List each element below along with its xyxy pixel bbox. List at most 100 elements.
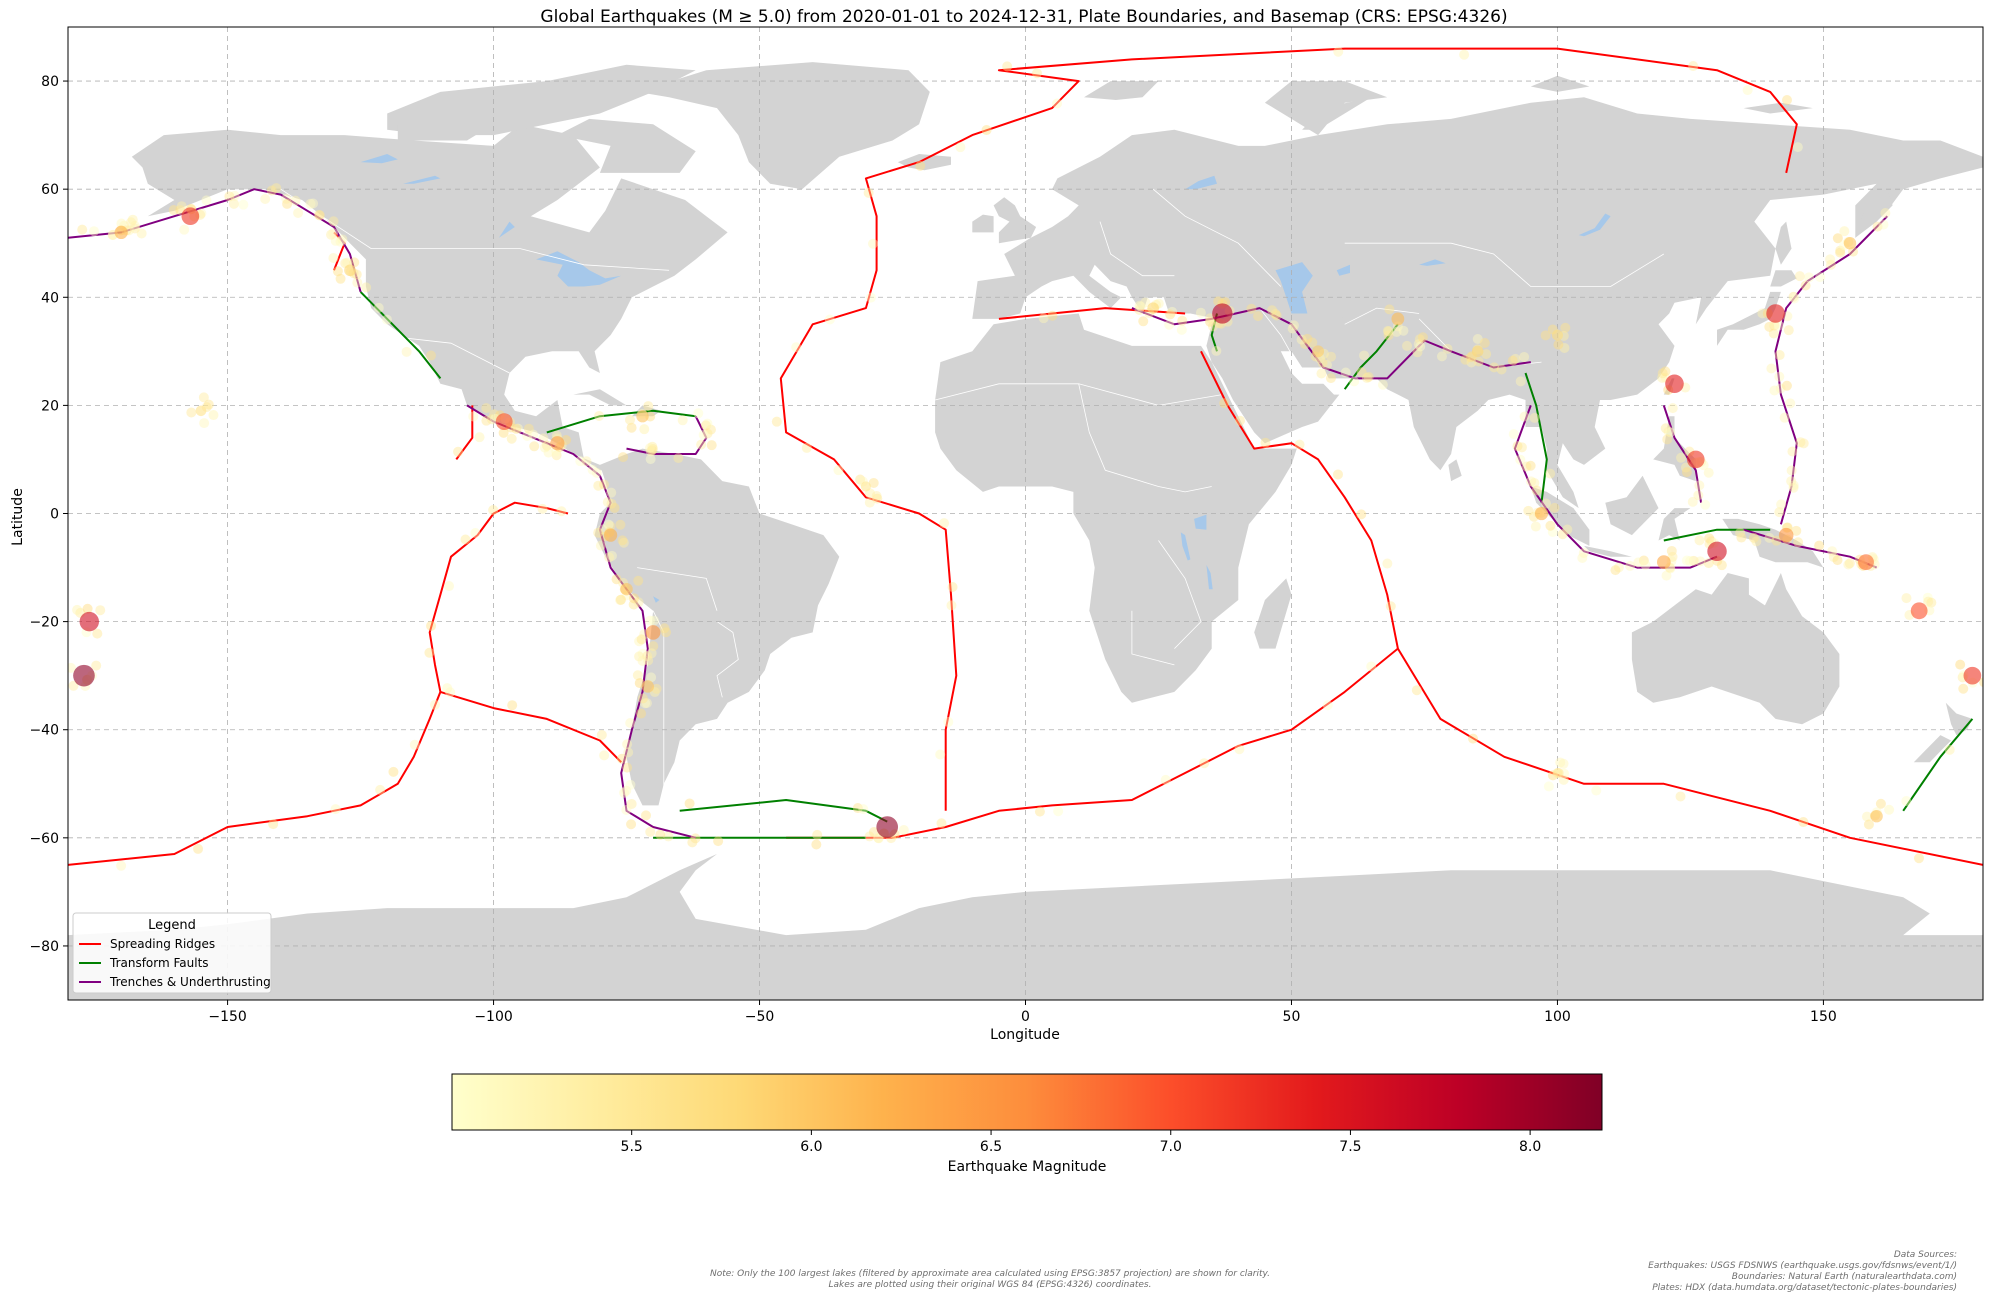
earthquake-point: [1317, 357, 1328, 368]
earthquake-point: [615, 519, 626, 530]
earthquake-point: [1555, 757, 1566, 768]
earthquake-cluster-tonga-fiji: [79, 611, 99, 632]
earthquake-point: [1547, 527, 1558, 538]
earthquake-point: [1134, 300, 1145, 311]
earthquake-point: [1288, 320, 1299, 331]
earthquake-point: [623, 747, 634, 758]
map-axes: −150 −100 −50 0 50 100 150 80 60 40 20 0 −20 −40 −60 −…: [10, 26, 1984, 1043]
earthquake-point: [1177, 315, 1188, 326]
earthquake-point: [1436, 351, 1447, 362]
earthquake-point: [1529, 477, 1540, 488]
lake-caspian-sea: [1275, 262, 1313, 314]
earthquake-point: [444, 581, 455, 592]
earthquake-point: [677, 415, 688, 426]
plate-boundary-transform-faults: [546, 409, 696, 434]
colorbar: 5.5 6.0 6.5 7.0 7.5 8.0 Earthquake Magnitude: [451, 1073, 1603, 1175]
earthquake-point: [581, 456, 592, 467]
earthquake-point: [1526, 476, 1537, 487]
earthquake-point: [1412, 347, 1423, 358]
earthquake-point: [618, 537, 629, 548]
earthquake-point: [1402, 340, 1413, 351]
earthquake-point: [468, 411, 479, 422]
lake-aral-sea: [1336, 264, 1350, 276]
earthquake-point: [1768, 328, 1779, 339]
earthquake-point: [640, 810, 651, 821]
earthquake-point: [1788, 291, 1799, 302]
earthquake-point: [1774, 507, 1785, 518]
earthquake-point: [1958, 683, 1969, 694]
land-arctic-islands: [387, 64, 696, 136]
earthquake-point: [426, 620, 437, 631]
earthquake-point: [1703, 467, 1714, 478]
earthquake-point: [1791, 525, 1802, 536]
earthquake-point: [1742, 85, 1753, 96]
earthquake-point: [626, 422, 637, 433]
earthquake-point: [625, 718, 636, 729]
earthquake-point: [1901, 796, 1912, 807]
colorbar-tick-label: 5.5: [621, 1139, 643, 1155]
earthquake-point: [186, 407, 197, 418]
earthquake-point: [1325, 373, 1336, 384]
lake-lake-malawi: [1206, 564, 1213, 590]
earthquake-point: [1417, 332, 1428, 343]
plate-boundaries: [68, 47, 1983, 866]
earthquake-point: [1034, 806, 1045, 817]
earthquake-point: [599, 750, 610, 761]
y-tick-label: −60: [29, 831, 59, 847]
earthquake-point: [1246, 303, 1257, 314]
earthquake-point: [1479, 337, 1490, 348]
lake-lake-tanganyika: [1180, 532, 1191, 561]
earthquake-point: [605, 521, 616, 532]
earthquake-point: [537, 503, 548, 514]
earthquake-point: [1660, 366, 1671, 377]
earthquake-point: [955, 142, 966, 153]
earthquake-point: [702, 418, 713, 429]
earthquake-point: [1523, 505, 1534, 516]
earthquake-point: [1786, 465, 1797, 476]
country-border: [1344, 242, 1665, 287]
country-border: [280, 188, 670, 271]
earthquake-point: [615, 595, 626, 606]
earthquake-cluster-southeast-indian-ridge: [1552, 768, 1563, 778]
earthquake-point: [646, 672, 657, 683]
earthquake-point: [1610, 565, 1621, 576]
lake-lake-victoria: [1194, 514, 1207, 530]
earthquake-cluster-ecuador-peru: [603, 528, 618, 542]
earthquake-cluster-mid-atlantic-ridge: [860, 481, 872, 492]
earthquake-point: [1798, 438, 1809, 449]
earthquake-point: [1053, 806, 1064, 817]
earthquake-point: [1270, 308, 1281, 319]
earthquake-point: [684, 798, 695, 809]
earthquake-point: [1271, 310, 1282, 321]
land-sumatra: [1530, 486, 1590, 546]
earthquake-point: [1792, 142, 1803, 153]
country-border: [1152, 188, 1282, 287]
earthquake-point: [486, 414, 497, 425]
land-new-siberian: [1743, 102, 1813, 114]
earthquake-point: [168, 205, 179, 216]
earthquake-cluster-turkey: [1212, 303, 1233, 324]
earthquake-point: [1685, 556, 1696, 567]
earthquake-cluster-cascadia: [344, 264, 356, 277]
land-greenland: [637, 62, 930, 190]
land-sri-lanka: [1448, 459, 1462, 482]
y-tick-label: −20: [29, 615, 59, 631]
earthquake-point: [648, 615, 659, 626]
earthquake-point: [1140, 297, 1151, 308]
plate-boundary-transform-faults: [1663, 528, 1771, 542]
lake-great-lakes: [536, 251, 622, 287]
plate-boundary-spreading-ridges: [998, 307, 1186, 320]
earthquake-point: [771, 416, 782, 427]
earthquake-point: [1735, 527, 1746, 538]
earthquake-point: [498, 427, 509, 438]
earthquake-point: [1798, 817, 1809, 828]
country-border: [1131, 610, 1175, 666]
earthquake-point: [1382, 325, 1393, 336]
earthquake-point: [1496, 364, 1507, 375]
earthquake-point: [1926, 597, 1937, 608]
earthquake-point: [1657, 372, 1668, 383]
y-axis-ticks: 80 60 40 20 0 −20 −40 −60 −80: [29, 74, 68, 955]
earthquake-point: [68, 662, 76, 673]
earthquake-point: [633, 575, 644, 586]
earthquake-cluster-mexico: [495, 413, 513, 431]
